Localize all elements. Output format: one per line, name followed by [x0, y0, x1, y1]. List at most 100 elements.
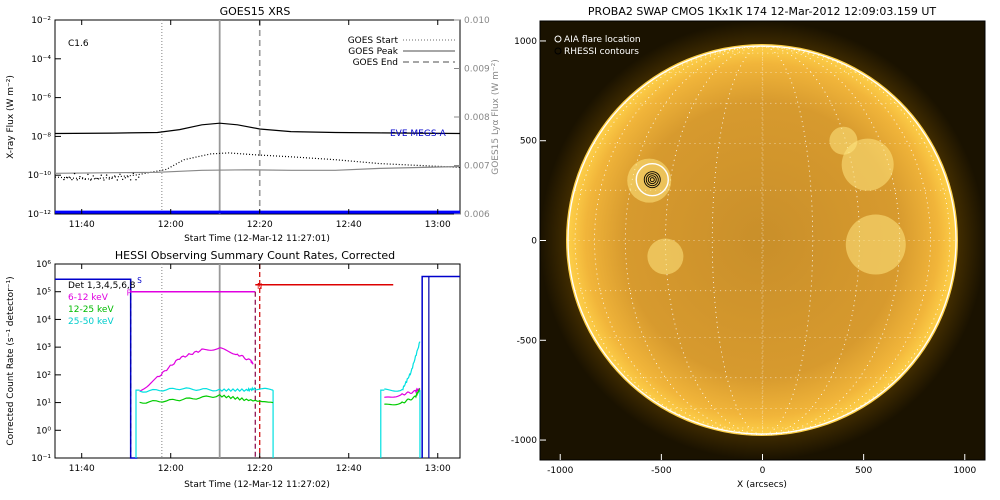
goes-noise-point	[81, 177, 84, 179]
hessi-legend-det: Det 1,3,4,5,6,8	[68, 281, 136, 291]
swap-title: PROBA2 SWAP CMOS 1Kx1K 174 12-Mar-2012 1…	[588, 5, 937, 18]
swap-panel: PROBA2 SWAP CMOS 1Kx1K 174 12-Mar-2012 1…	[511, 5, 986, 490]
goes-noise-point	[100, 174, 102, 176]
y-tick-label: 10⁻⁶	[31, 94, 51, 104]
hessi-series-line	[139, 393, 274, 404]
goes-y2label: GOES15 Lyα Flux (W m⁻²)	[491, 59, 501, 175]
hessi-series-line	[139, 386, 274, 393]
active-region	[829, 126, 858, 155]
x-tick-label: 12:00	[158, 464, 184, 474]
x-tick-label: 13:00	[425, 220, 451, 230]
goes-legend-peak: GOES Peak	[348, 47, 398, 57]
goes-series-line	[54, 152, 461, 180]
y-tick-label: 10⁴	[36, 315, 51, 325]
goes-annotation: C1.6	[68, 39, 89, 49]
goes-noise-point	[121, 178, 124, 181]
y-tick-label: 10⁻⁴	[31, 55, 51, 65]
x-tick-label: 11:40	[69, 220, 95, 230]
x-tick-label: 13:00	[425, 464, 451, 474]
goes-noise-point	[76, 179, 78, 181]
rhessi-legend-marker	[554, 47, 562, 55]
x-tick-label: 1000	[953, 466, 976, 476]
y-tick-label: 500	[520, 137, 537, 147]
hessi-series-line	[384, 341, 421, 392]
y2-tick-label: 0.007	[464, 162, 490, 172]
x-tick-label: 0	[760, 466, 766, 476]
hessi-panel: HESSI Observing Summary Count Rates, Cor…	[6, 249, 461, 490]
hessi-legend-12-25: 12-25 keV	[68, 305, 114, 315]
goes-legend: GOES Start GOES Peak GOES End	[348, 36, 455, 68]
y-tick-label: 1000	[514, 37, 537, 47]
active-region	[647, 238, 684, 275]
goes-noise-point	[124, 177, 127, 179]
y-tick-label: 10⁶	[36, 260, 51, 270]
y2-tick-label: 0.006	[464, 210, 490, 220]
rhessi-contour	[643, 171, 661, 189]
goes-ylabel: X-ray Flux (W m⁻²)	[6, 75, 16, 159]
goes-noise-point	[63, 178, 65, 181]
hessi-title: HESSI Observing Summary Count Rates, Cor…	[115, 249, 395, 262]
y-tick-label: 10²	[36, 371, 51, 381]
hessi-series-line	[139, 346, 254, 392]
rhessi-contour	[649, 177, 655, 183]
x-tick-label: 12:20	[247, 464, 273, 474]
hessi-xlabel: Start Time (12-Mar-12 11:27:02)	[184, 480, 330, 490]
goes-title: GOES15 XRS	[220, 5, 291, 18]
x-tick-label: -1000	[547, 466, 573, 476]
goes-noise-point	[73, 172, 76, 175]
longitude-line	[594, 46, 931, 435]
active-region	[627, 158, 672, 203]
x-tick-label: 12:40	[336, 464, 362, 474]
goes-series-line	[54, 165, 461, 174]
x-tick-label: -500	[651, 466, 672, 476]
longitude-line	[761, 46, 764, 435]
goes-noise-point	[92, 175, 94, 177]
hessi-legend-6-12: 6-12 keV	[68, 293, 109, 303]
x-tick-label: 11:40	[69, 464, 95, 474]
goes-xlabel: Start Time (12-Mar-12 11:27:01)	[184, 234, 330, 244]
goes-noise-point	[97, 178, 100, 180]
goes-noise-point	[84, 178, 86, 181]
aia-flare-circle	[635, 162, 669, 197]
goes-noise-point	[116, 179, 119, 181]
goes-noise-point	[129, 179, 132, 181]
y-tick-label: 0	[531, 237, 537, 247]
goes-noise-point	[127, 176, 129, 178]
hessi-legend: Det 1,3,4,5,6,8 6-12 keV 12-25 keV 25-50…	[68, 281, 136, 327]
goes-noise-point	[87, 173, 89, 176]
y-tick-label: 10⁻¹²	[28, 210, 52, 220]
y2-tick-label: 0.008	[464, 113, 490, 123]
y-tick-label: -1000	[511, 436, 537, 446]
goes-eve-label: EVE MEGS-A	[390, 129, 447, 139]
active-region	[841, 138, 894, 191]
rhessi-contour	[645, 173, 659, 187]
hessi-flag: S	[137, 276, 142, 285]
goes-legend-start: GOES Start	[348, 36, 399, 46]
y2-tick-label: 0.010	[464, 16, 490, 26]
y-tick-label: 10⁵	[36, 288, 51, 298]
goes-xrs-panel: GOES15 XRS 11:40 12:00 12:20 12:40 13:00 10⁻…	[6, 5, 501, 244]
swap-legend-rhessi: RHESSI contours	[564, 47, 639, 57]
active-region	[845, 214, 906, 275]
y-tick-label: 10³	[36, 343, 51, 353]
hessi-state-line	[421, 275, 460, 458]
hessi-series-line	[384, 388, 421, 406]
x-tick-label: 12:20	[247, 220, 273, 230]
goes-plot-frame	[54, 19, 461, 215]
y-tick-label: 10⁻¹⁰	[28, 171, 52, 181]
goes-noise-point	[135, 179, 137, 181]
longitude-line	[574, 46, 951, 435]
goes-series-line	[54, 122, 461, 135]
goes-noise-point	[68, 176, 70, 178]
y-tick-label: 10¹	[36, 399, 51, 409]
y-tick-label: 10⁻¹	[31, 454, 51, 464]
y-tick-label: 10⁻⁸	[31, 132, 51, 142]
x-tick-label: 12:40	[336, 220, 362, 230]
hessi-interval-edge	[135, 389, 140, 458]
goes-noise-point	[105, 174, 108, 176]
goes-legend-end: GOES End	[353, 58, 398, 68]
goes-noise-point	[113, 175, 116, 177]
y2-tick-label: 0.009	[464, 65, 490, 75]
hessi-interval-edge	[380, 389, 385, 458]
